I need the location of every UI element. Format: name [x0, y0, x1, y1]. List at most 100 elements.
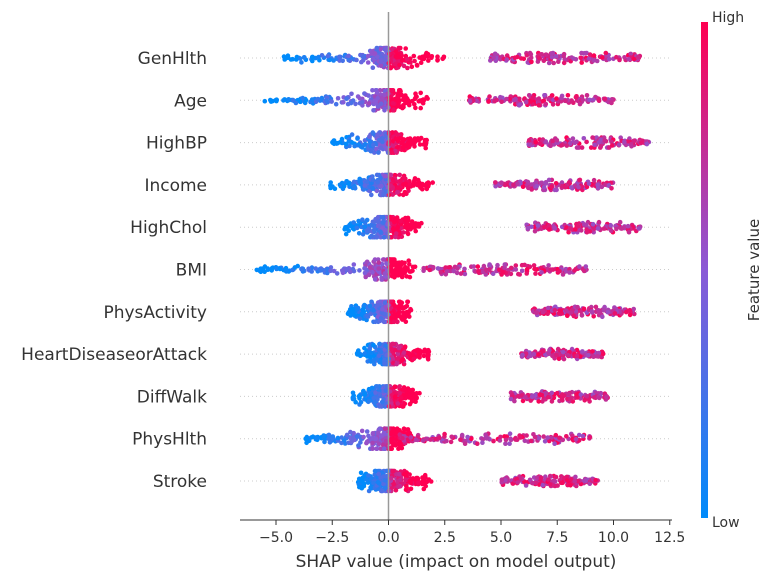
point: [508, 436, 513, 442]
point: [321, 433, 327, 438]
point: [394, 190, 400, 195]
point: [351, 220, 357, 225]
point: [455, 266, 460, 271]
point: [576, 184, 581, 190]
point: [579, 228, 584, 233]
point: [407, 262, 412, 267]
point: [364, 229, 370, 234]
point: [396, 484, 401, 490]
point: [401, 386, 407, 392]
point: [384, 146, 389, 151]
point: [269, 266, 275, 271]
point: [281, 98, 286, 103]
point: [528, 55, 534, 60]
point: [575, 395, 580, 400]
point: [538, 180, 544, 186]
point: [573, 227, 578, 232]
point: [515, 480, 520, 485]
point: [350, 308, 355, 313]
point: [262, 98, 268, 104]
point: [560, 349, 566, 355]
point: [309, 269, 315, 274]
feature-label-highbp: HighBP: [146, 134, 207, 154]
point: [383, 438, 389, 444]
point: [628, 51, 633, 57]
point: [608, 223, 613, 228]
point: [410, 268, 415, 274]
point: [523, 99, 529, 105]
point: [374, 384, 380, 389]
point: [601, 226, 607, 231]
point: [572, 183, 578, 188]
point: [428, 479, 434, 484]
point: [378, 47, 383, 52]
point: [371, 108, 376, 113]
point: [369, 223, 374, 228]
point: [390, 226, 396, 232]
point: [337, 54, 342, 60]
point: [382, 426, 388, 432]
x-tick-label: 7.5: [546, 530, 568, 546]
point: [318, 268, 323, 273]
point: [381, 446, 387, 452]
point: [462, 441, 468, 447]
feature-label-physactivity: PhysActivity: [103, 303, 207, 323]
point: [565, 313, 570, 319]
point: [372, 257, 378, 262]
point: [397, 98, 402, 104]
point: [532, 266, 537, 272]
point: [397, 172, 403, 178]
point: [435, 54, 440, 59]
point: [366, 473, 371, 478]
point: [428, 437, 433, 442]
point: [590, 349, 595, 354]
point: [416, 179, 421, 184]
point: [403, 487, 409, 493]
point: [531, 351, 537, 357]
point: [395, 185, 401, 191]
point: [538, 475, 544, 481]
point: [327, 57, 333, 63]
point: [521, 56, 527, 62]
point: [547, 347, 552, 353]
point: [507, 97, 513, 102]
point: [584, 222, 589, 228]
point: [288, 57, 294, 62]
point: [376, 441, 382, 447]
point: [404, 97, 410, 102]
point: [384, 189, 389, 194]
point: [540, 482, 546, 488]
point: [418, 105, 424, 111]
feature-label-diffwalk: DiffWalk: [137, 387, 207, 407]
point: [564, 143, 570, 148]
point: [476, 268, 481, 274]
point: [344, 432, 350, 438]
point: [413, 105, 418, 111]
point: [382, 271, 388, 276]
point: [483, 272, 489, 277]
point: [526, 185, 531, 191]
point: [360, 54, 366, 60]
point: [407, 141, 413, 146]
point: [370, 431, 376, 436]
point: [324, 98, 330, 103]
point: [391, 482, 397, 487]
point: [568, 483, 573, 488]
point: [352, 143, 357, 149]
point: [315, 96, 321, 102]
point: [395, 356, 401, 361]
point: [573, 474, 578, 480]
point: [328, 268, 334, 274]
point: [414, 395, 419, 400]
point: [554, 96, 559, 101]
point: [584, 184, 590, 190]
point: [398, 225, 404, 231]
point: [587, 434, 593, 440]
point: [411, 183, 416, 188]
colorbar-low-label: Low: [712, 515, 740, 531]
point: [564, 478, 570, 483]
point: [602, 138, 608, 143]
point: [580, 97, 586, 103]
point: [523, 394, 528, 400]
point: [604, 394, 609, 400]
